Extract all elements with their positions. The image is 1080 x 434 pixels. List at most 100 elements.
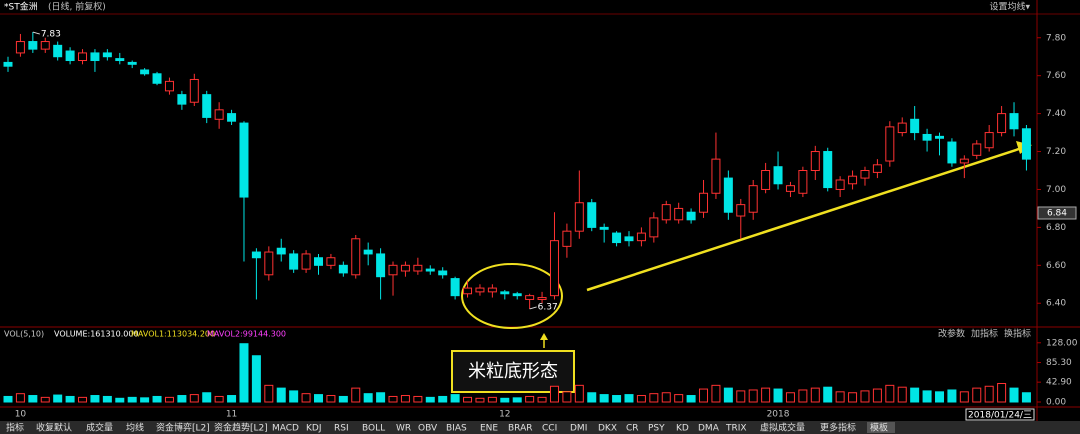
tab[interactable]: KDJ bbox=[306, 424, 322, 434]
volume-bar bbox=[90, 395, 100, 403]
tab-bg[interactable] bbox=[623, 422, 643, 433]
candle-body bbox=[984, 132, 994, 149]
tab[interactable]: BRAR bbox=[508, 424, 532, 434]
volume-bar bbox=[723, 387, 733, 403]
tab[interactable]: 均线 bbox=[126, 422, 144, 434]
volume-bar bbox=[736, 390, 746, 403]
tab[interactable]: 虚拟成交量 bbox=[760, 422, 805, 434]
tab-bg[interactable] bbox=[123, 422, 151, 433]
y-tick-label: 6.80 bbox=[1046, 223, 1066, 233]
tab-bg[interactable] bbox=[673, 422, 693, 433]
tab-bg[interactable] bbox=[415, 422, 441, 433]
tab[interactable]: 资金博弈[L2] bbox=[156, 422, 210, 434]
volume-bar bbox=[537, 396, 547, 403]
tab[interactable]: OBV bbox=[418, 424, 438, 434]
tab[interactable]: BOLL bbox=[362, 424, 385, 434]
tab-bg[interactable] bbox=[443, 422, 475, 433]
volume-bar bbox=[997, 382, 1007, 403]
tab-bg[interactable] bbox=[153, 422, 209, 433]
candle-body bbox=[15, 41, 25, 54]
tab-bg[interactable] bbox=[269, 422, 301, 433]
candle-body bbox=[463, 287, 473, 295]
tab-bg[interactable] bbox=[539, 422, 565, 433]
annotation-box bbox=[451, 350, 575, 393]
volume-bar bbox=[326, 395, 336, 403]
volume-bar bbox=[872, 388, 882, 403]
tab-bg[interactable] bbox=[359, 422, 391, 433]
candle-body bbox=[214, 109, 224, 120]
volume-bar bbox=[761, 387, 771, 403]
volume-bar bbox=[28, 395, 38, 403]
tab[interactable]: 成交量 bbox=[86, 422, 113, 434]
volume-bar bbox=[947, 389, 957, 403]
tab[interactable]: WR bbox=[396, 424, 411, 434]
tab[interactable]: PSY bbox=[648, 424, 665, 434]
tab-bg[interactable] bbox=[645, 422, 671, 433]
annotation: 米粒底形态 bbox=[468, 361, 558, 382]
tab-bg[interactable] bbox=[723, 422, 755, 433]
panel-button[interactable]: 改参数 bbox=[938, 328, 965, 340]
tab-bg[interactable] bbox=[817, 422, 865, 433]
tab[interactable]: KD bbox=[676, 424, 689, 434]
tab-bg[interactable] bbox=[757, 422, 815, 433]
tab[interactable]: 收复默认 bbox=[36, 422, 72, 434]
tab[interactable]: CCI bbox=[542, 424, 557, 434]
candle-body bbox=[140, 69, 150, 75]
tab[interactable]: BIAS bbox=[446, 424, 467, 434]
volume-bar bbox=[227, 395, 237, 403]
panel-button[interactable]: 加指标 bbox=[971, 328, 998, 340]
volume-bar bbox=[140, 397, 150, 403]
tab[interactable]: 更多指标 bbox=[820, 422, 856, 434]
candle-body bbox=[549, 240, 559, 297]
x-tick-label: 12 bbox=[499, 410, 510, 420]
tab-bg[interactable] bbox=[211, 422, 267, 433]
candle-body bbox=[860, 170, 870, 179]
tab-bg[interactable] bbox=[695, 422, 721, 433]
tab-bg[interactable] bbox=[303, 422, 329, 433]
candle-body bbox=[699, 192, 709, 213]
candle-body bbox=[574, 202, 584, 232]
tab[interactable]: TRIX bbox=[725, 424, 747, 434]
tab-bg[interactable] bbox=[477, 422, 503, 433]
candle-body bbox=[748, 185, 758, 213]
tab[interactable]: DMI bbox=[570, 424, 587, 434]
tab-bg[interactable] bbox=[3, 422, 31, 433]
candle-body bbox=[798, 170, 808, 194]
candle-body bbox=[624, 236, 634, 242]
tab-bg[interactable] bbox=[867, 422, 895, 433]
tab[interactable]: CR bbox=[626, 424, 639, 434]
volume-bar bbox=[413, 395, 423, 403]
tab-bg[interactable] bbox=[393, 422, 413, 433]
tab[interactable]: ENE bbox=[480, 424, 498, 434]
candle-body bbox=[326, 257, 336, 266]
volume-bar bbox=[351, 387, 361, 403]
tab-bg[interactable] bbox=[595, 422, 621, 433]
tab[interactable]: DKX bbox=[598, 424, 617, 434]
candle-body bbox=[376, 253, 386, 278]
candle-body bbox=[686, 211, 696, 221]
candle-body bbox=[264, 251, 274, 276]
tab[interactable]: 资金趋势[L2] bbox=[214, 422, 268, 434]
indicator-label: VOL(5,10) bbox=[4, 330, 44, 339]
ma-setting[interactable]: 设置均线▾ bbox=[989, 1, 1030, 13]
tab[interactable]: MACD bbox=[272, 424, 299, 434]
tab[interactable]: DMA bbox=[698, 424, 720, 434]
tab[interactable]: 指标 bbox=[6, 422, 24, 434]
tab-bg[interactable] bbox=[331, 422, 357, 433]
candle-body bbox=[90, 52, 100, 62]
volume-bar bbox=[115, 397, 125, 403]
candle-body bbox=[102, 52, 112, 58]
indicator-label: MAVOL1:113034.200 bbox=[131, 330, 215, 339]
panel-button[interactable]: 换指标 bbox=[1004, 328, 1031, 340]
volume-bar bbox=[748, 389, 758, 403]
y-tick-label: 7.80 bbox=[1046, 33, 1066, 43]
tab-bg[interactable] bbox=[567, 422, 593, 433]
y-tick-label: 128.00 bbox=[1046, 338, 1078, 348]
tab[interactable]: RSI bbox=[334, 424, 349, 434]
candle-body bbox=[475, 287, 485, 293]
tab-bg[interactable] bbox=[505, 422, 537, 433]
tab-bg[interactable] bbox=[33, 422, 81, 433]
tab[interactable]: 模板 bbox=[870, 422, 888, 434]
tab-bg[interactable] bbox=[83, 422, 121, 433]
